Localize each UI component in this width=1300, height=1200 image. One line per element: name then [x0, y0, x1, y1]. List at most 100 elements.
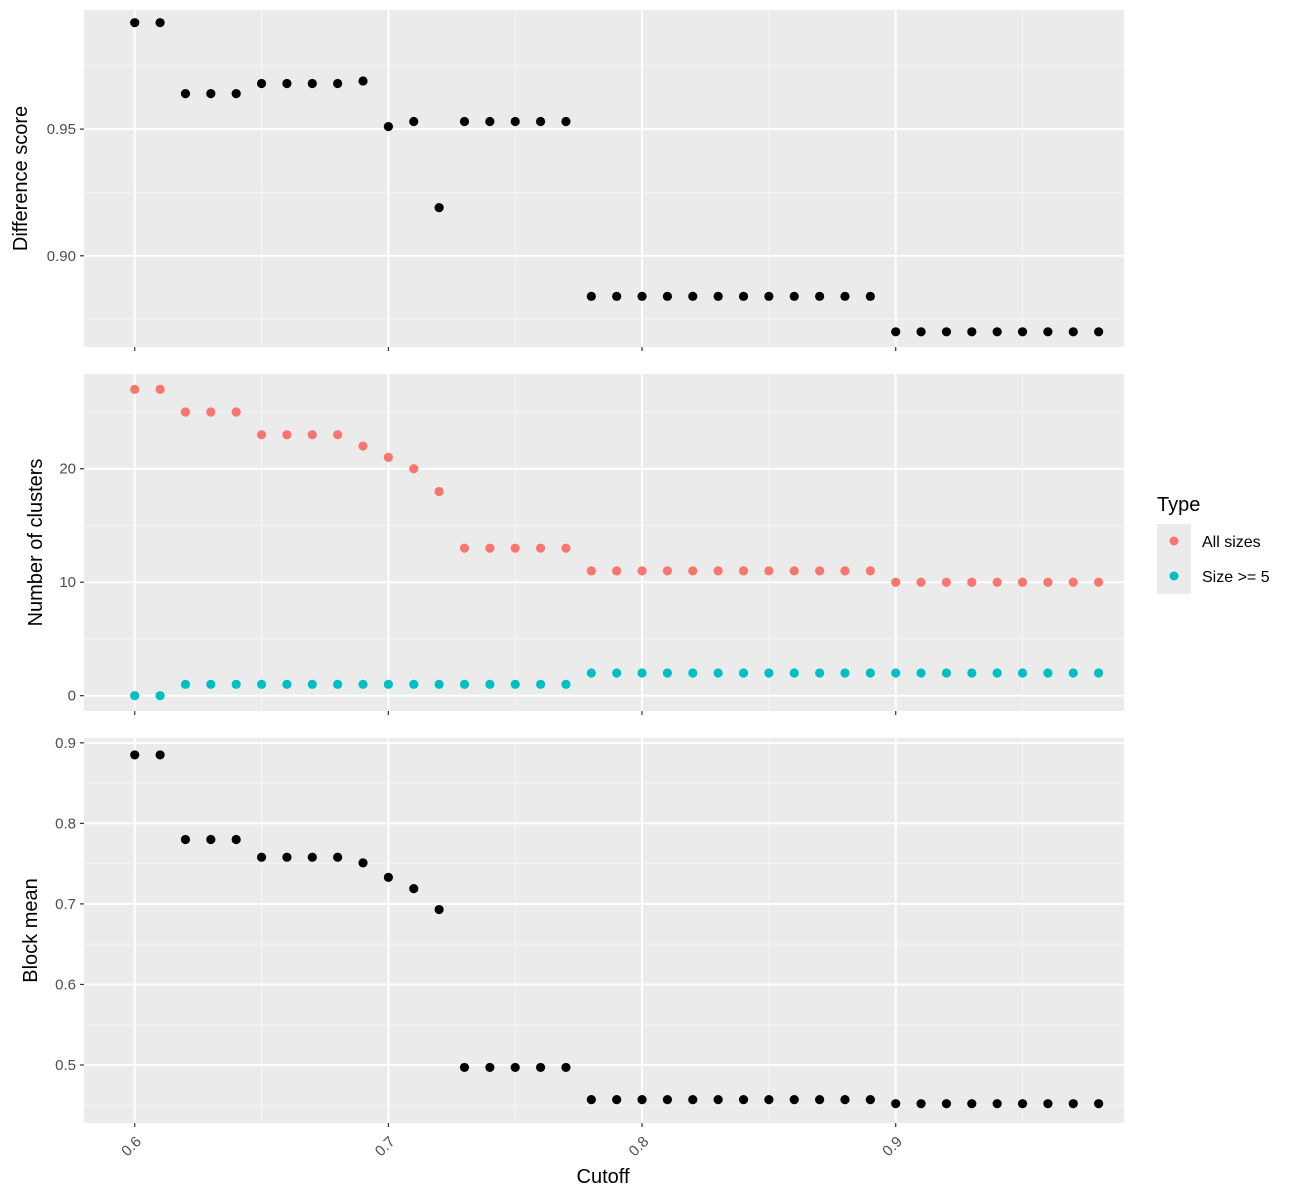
- data-point: [586, 668, 596, 678]
- data-point: [535, 116, 546, 127]
- panel-background: [84, 374, 1124, 711]
- data-point: [840, 668, 850, 678]
- legend-key-size-ge-5: [1169, 571, 1179, 581]
- data-point: [510, 679, 520, 689]
- data-point: [1017, 327, 1028, 337]
- data-point: [130, 691, 140, 701]
- data-point: [1043, 668, 1053, 678]
- data-point: [130, 18, 140, 28]
- data-point: [155, 750, 165, 760]
- data-point: [1043, 577, 1053, 587]
- data-point: [941, 577, 952, 587]
- data-point: [789, 566, 799, 576]
- data-point: [510, 116, 520, 127]
- data-point: [941, 668, 952, 678]
- data-point: [662, 291, 673, 301]
- y-tick-label: 20: [59, 461, 76, 478]
- data-point: [916, 577, 926, 587]
- data-point: [333, 78, 343, 89]
- data-point: [206, 89, 216, 99]
- data-point: [815, 668, 825, 678]
- data-point: [1068, 577, 1078, 587]
- data-point: [409, 679, 419, 689]
- data-point: [815, 566, 825, 576]
- data-point: [840, 566, 850, 576]
- legend-title: Type: [1157, 494, 1200, 516]
- x-axis-title: Cutoff: [577, 1166, 630, 1188]
- data-point: [662, 668, 673, 678]
- data-point: [738, 668, 749, 678]
- data-point: [840, 291, 850, 301]
- data-point: [459, 1062, 470, 1073]
- data-point: [916, 327, 926, 337]
- data-point: [612, 291, 622, 301]
- data-point: [992, 1099, 1002, 1109]
- data-point: [764, 566, 774, 576]
- data-point: [688, 1095, 698, 1105]
- data-point: [409, 116, 419, 127]
- data-point: [282, 852, 292, 862]
- data-point: [459, 116, 470, 127]
- data-point: [333, 679, 343, 689]
- data-point: [713, 1095, 723, 1105]
- y-tick-label: 0.9: [55, 735, 76, 752]
- data-point: [180, 407, 191, 417]
- data-point: [688, 668, 698, 678]
- data-point: [662, 1095, 673, 1105]
- data-point: [586, 566, 596, 576]
- data-point: [485, 543, 495, 553]
- data-point: [256, 852, 267, 862]
- data-point: [586, 291, 596, 301]
- data-point: [941, 327, 952, 337]
- data-point: [738, 291, 749, 301]
- data-point: [586, 1095, 596, 1105]
- legend-label-all-sizes: All sizes: [1202, 534, 1261, 551]
- data-point: [916, 668, 926, 678]
- data-point: [535, 679, 546, 689]
- data-point: [231, 89, 241, 99]
- data-point: [1068, 327, 1078, 337]
- data-point: [891, 577, 901, 587]
- y-tick-label: 0.6: [55, 976, 76, 993]
- legend-label-size-ge-5: Size >= 5: [1202, 569, 1270, 586]
- data-point: [383, 872, 393, 882]
- data-point: [231, 834, 241, 845]
- data-point: [434, 904, 444, 915]
- data-point: [1017, 668, 1028, 678]
- data-point: [383, 121, 393, 132]
- data-point: [865, 566, 875, 576]
- data-point: [358, 679, 368, 689]
- data-point: [459, 679, 470, 689]
- data-point: [738, 566, 749, 576]
- data-point: [561, 116, 571, 127]
- y-tick-label: 0.5: [55, 1057, 76, 1074]
- panel-background: [84, 738, 1124, 1123]
- y-tick-label: 0.8: [55, 815, 76, 832]
- legend-key-all-sizes: [1169, 536, 1179, 546]
- data-point: [561, 543, 571, 553]
- data-point: [231, 407, 241, 417]
- data-point: [967, 1099, 977, 1109]
- data-point: [865, 1095, 875, 1105]
- data-point: [206, 407, 216, 417]
- y-tick-label: 0.95: [47, 121, 76, 138]
- data-point: [1068, 1099, 1078, 1109]
- data-point: [383, 679, 393, 689]
- data-point: [256, 430, 267, 440]
- data-point: [1094, 577, 1104, 587]
- data-point: [941, 1099, 952, 1109]
- data-point: [358, 858, 368, 868]
- y-tick-label: 0.90: [47, 248, 76, 265]
- data-point: [130, 384, 140, 394]
- data-point: [1094, 327, 1104, 337]
- data-point: [688, 291, 698, 301]
- data-point: [510, 1062, 520, 1073]
- data-point: [206, 679, 216, 689]
- data-point: [282, 679, 292, 689]
- data-point: [155, 691, 165, 701]
- data-point: [815, 1095, 825, 1105]
- data-point: [612, 1095, 622, 1105]
- data-point: [180, 834, 191, 845]
